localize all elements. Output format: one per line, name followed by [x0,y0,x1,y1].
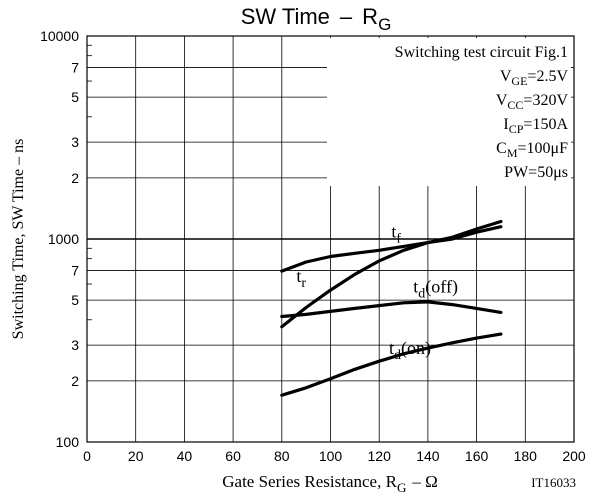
y-tick-label: 100 [56,434,80,450]
x-tick-labels: 0 20 40 60 80 100 120 140 160 180 200 [83,448,586,464]
x-tick-label: 20 [128,448,144,464]
x-tick-label: 40 [177,448,193,464]
chart-title-dash: – [340,4,353,29]
series-label-tf: tf [391,221,401,246]
condition-vge: VGE=2.5V [500,68,569,88]
y-tick-label: 7 [71,262,79,278]
y-tick-labels: 100 2 3 5 7 1000 2 3 5 7 10000 [40,28,79,450]
series-line-tdon [280,332,503,397]
y-tick-label: 2 [71,373,79,389]
y-tick-label: 1000 [48,231,79,247]
x-tick-label: 0 [83,448,91,464]
chart-title-symbol-sub: G [378,15,391,34]
y-tick-label: 5 [71,89,79,105]
condition-cm: CM=100μF [496,140,568,160]
x-tick-label: 80 [274,448,290,464]
x-tick-label: 120 [368,448,392,464]
series-label-tdon: td(on) [389,338,431,363]
series-line-tdoff [280,300,503,319]
y-tick-label: 2 [71,170,79,186]
x-tick-label: 200 [562,448,586,464]
condition-pw: PW=50μs [504,164,568,181]
y-tick-label: 7 [71,59,79,75]
x-tick-label: 160 [465,448,489,464]
series-line-tf [280,225,503,273]
condition-icp: ICP=150A [503,116,568,136]
x-tick-label: 140 [416,448,440,464]
series-line-tr [280,219,503,329]
test-conditions-background [327,38,571,186]
y-tick-label: 5 [71,292,79,308]
test-conditions-box: Switching test circuit Fig.1 VGE=2.5V VC… [327,38,571,186]
x-axis-label: Gate Series Resistance, RG – Ω [222,472,437,495]
series-label-tdoff: td(off) [413,277,458,302]
plot-frame [86,35,575,443]
x-tick-label: 180 [514,448,538,464]
chart-title-main: SW Time [241,4,330,29]
condition-vcc: VCC=320V [496,92,569,112]
y-tick-label: 10000 [40,28,79,44]
series-label-tr: tr [296,266,306,291]
y-tick-label: 3 [71,134,79,150]
figure-id: IT16033 [531,475,576,490]
series-labels: tf tr td(off) td(on) [296,221,458,363]
x-tick-label: 60 [225,448,241,464]
condition-figure: Switching test circuit Fig.1 [395,44,568,61]
y-tick-label: 3 [71,337,79,353]
y-axis-label: Switching Time, SW Time – ns [10,139,27,340]
data-series [280,219,503,397]
chart-title-symbol: R [362,4,378,29]
x-tick-label: 100 [319,448,343,464]
chart-title: SW Time – RG [241,4,392,34]
